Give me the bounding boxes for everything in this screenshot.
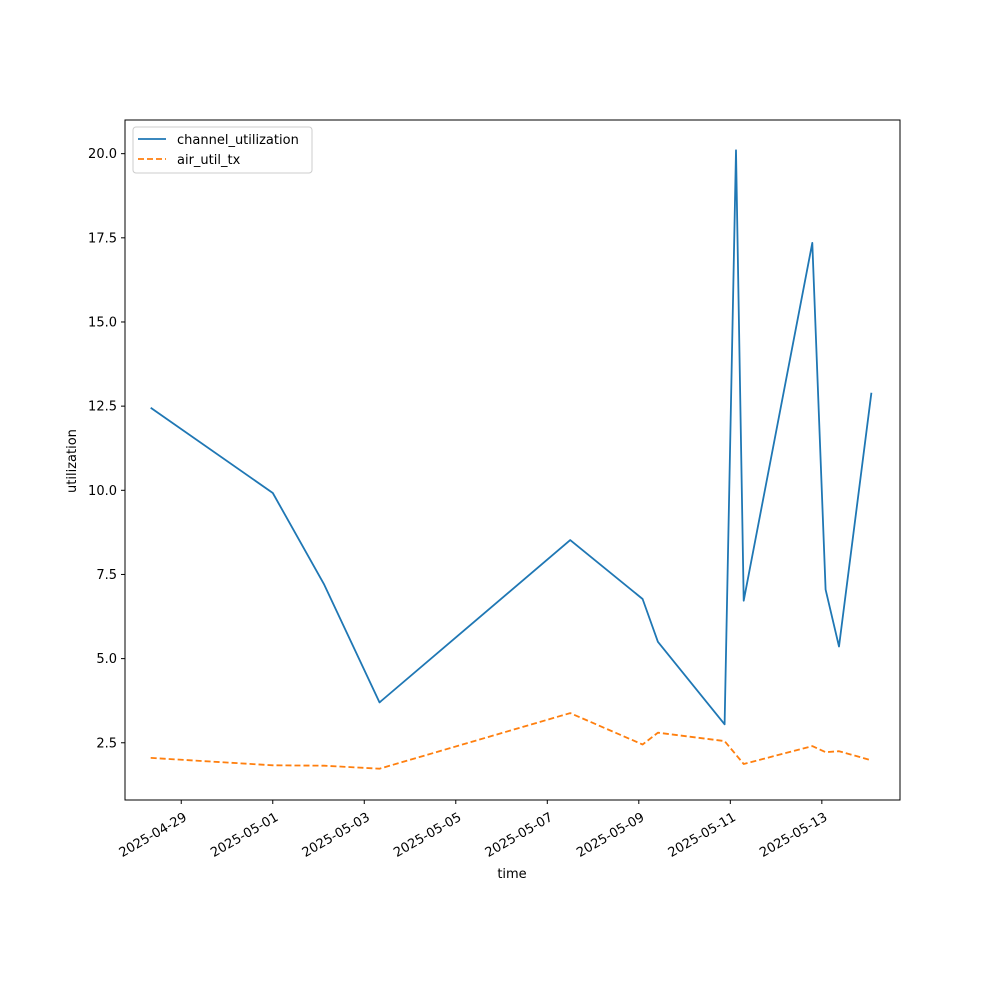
y-tick-label: 10.0 (88, 484, 117, 499)
y-tick-label: 15.0 (88, 315, 117, 330)
y-tick-label: 12.5 (88, 400, 117, 415)
legend-label-air-util-tx: air_util_tx (177, 153, 241, 168)
legend-label-channel-utilization: channel_utilization (177, 133, 299, 148)
y-tick-label: 17.5 (88, 231, 117, 246)
series-line-air-util-tx (150, 712, 872, 770)
y-tick-label: 5.0 (96, 652, 117, 667)
y-tick-label: 2.5 (96, 736, 117, 751)
plot-frame (124, 119, 901, 801)
x-tick-label: 2025-05-05 (391, 810, 464, 861)
legend: channel_utilization air_util_tx (132, 126, 313, 174)
x-tick-label: 2025-05-07 (483, 810, 556, 861)
x-tick-label: 2025-05-03 (300, 810, 373, 861)
x-axis: 2025-04-29 2025-05-01 2025-05-03 2025-05-05… (117, 800, 830, 861)
series-layer (150, 149, 873, 770)
x-tick-label: 2025-05-13 (757, 810, 830, 861)
plot-area (125, 120, 900, 800)
series-line-channel-utilization (150, 149, 873, 726)
y-axis-label: utilization (65, 429, 80, 493)
y-tick-label: 20.0 (88, 147, 117, 162)
x-axis-label: time (497, 867, 526, 882)
legend-box (132, 126, 313, 174)
x-tick-label: 2025-04-29 (117, 810, 190, 861)
y-tick-label: 7.5 (96, 568, 117, 583)
y-axis: 2.5 5.0 7.5 10.0 12.5 15.0 17.5 20.0 (88, 147, 125, 751)
x-tick-label: 2025-05-01 (208, 810, 281, 861)
x-tick-label: 2025-05-09 (574, 810, 647, 861)
x-tick-label: 2025-05-11 (666, 810, 739, 861)
